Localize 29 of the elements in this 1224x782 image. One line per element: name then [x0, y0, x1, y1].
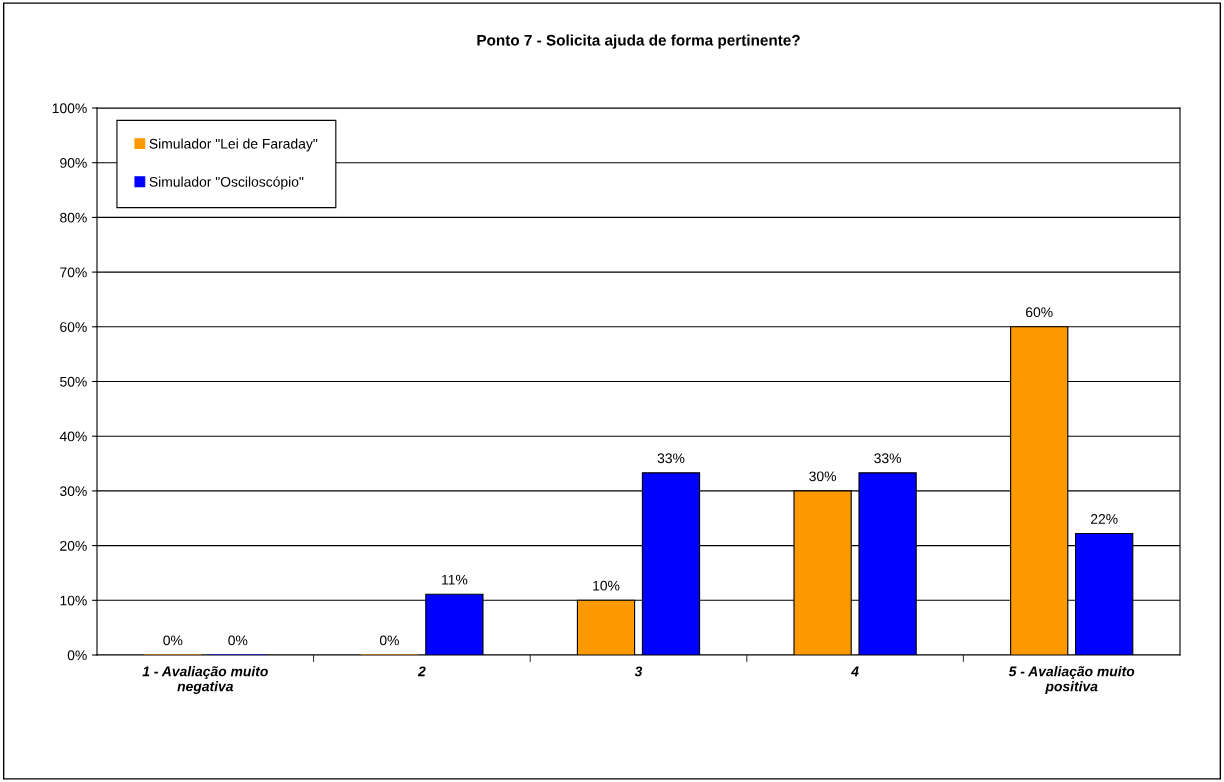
- chart-title: Ponto 7 - Solicita ajuda de forma pertinente?: [477, 34, 800, 49]
- x-tick-label: 1 - Avaliação muito negativa: [142, 666, 268, 695]
- y-tick-label: 20%: [60, 540, 87, 551]
- data-label: 10%: [593, 580, 620, 591]
- x-tick-label: 4: [851, 666, 859, 677]
- x-tick-label: 3: [634, 666, 643, 677]
- y-tick-label: 60%: [60, 322, 87, 332]
- y-tick-label: 50%: [60, 376, 87, 387]
- legend-label: Simulador "Lei de Faraday": [149, 138, 318, 152]
- data-label: 11%: [442, 574, 468, 585]
- x-tick-label: 5 - Avaliação muito positiva: [1008, 666, 1135, 695]
- x-tick-label: 2: [417, 666, 426, 677]
- y-tick-label: 40%: [59, 431, 87, 442]
- data-label: 0%: [228, 635, 248, 646]
- y-tick-label: 90%: [60, 158, 87, 168]
- y-tick-label: 30%: [60, 486, 87, 497]
- data-label: 0%: [379, 635, 399, 646]
- y-tick-label: 100%: [52, 103, 87, 114]
- data-label: 22%: [1090, 514, 1118, 524]
- y-tick-label: 0%: [67, 650, 87, 661]
- y-tick-label: 10%: [60, 595, 87, 606]
- data-label: 30%: [809, 471, 837, 482]
- data-label: 33%: [657, 453, 685, 464]
- data-label: 60%: [1026, 307, 1053, 318]
- data-label: 33%: [874, 453, 901, 464]
- data-label: 0%: [163, 635, 183, 646]
- legend-label: Simulador "Osciloscópio": [149, 176, 304, 190]
- y-tick-label: 80%: [60, 212, 87, 223]
- y-tick-label: 70%: [60, 267, 87, 278]
